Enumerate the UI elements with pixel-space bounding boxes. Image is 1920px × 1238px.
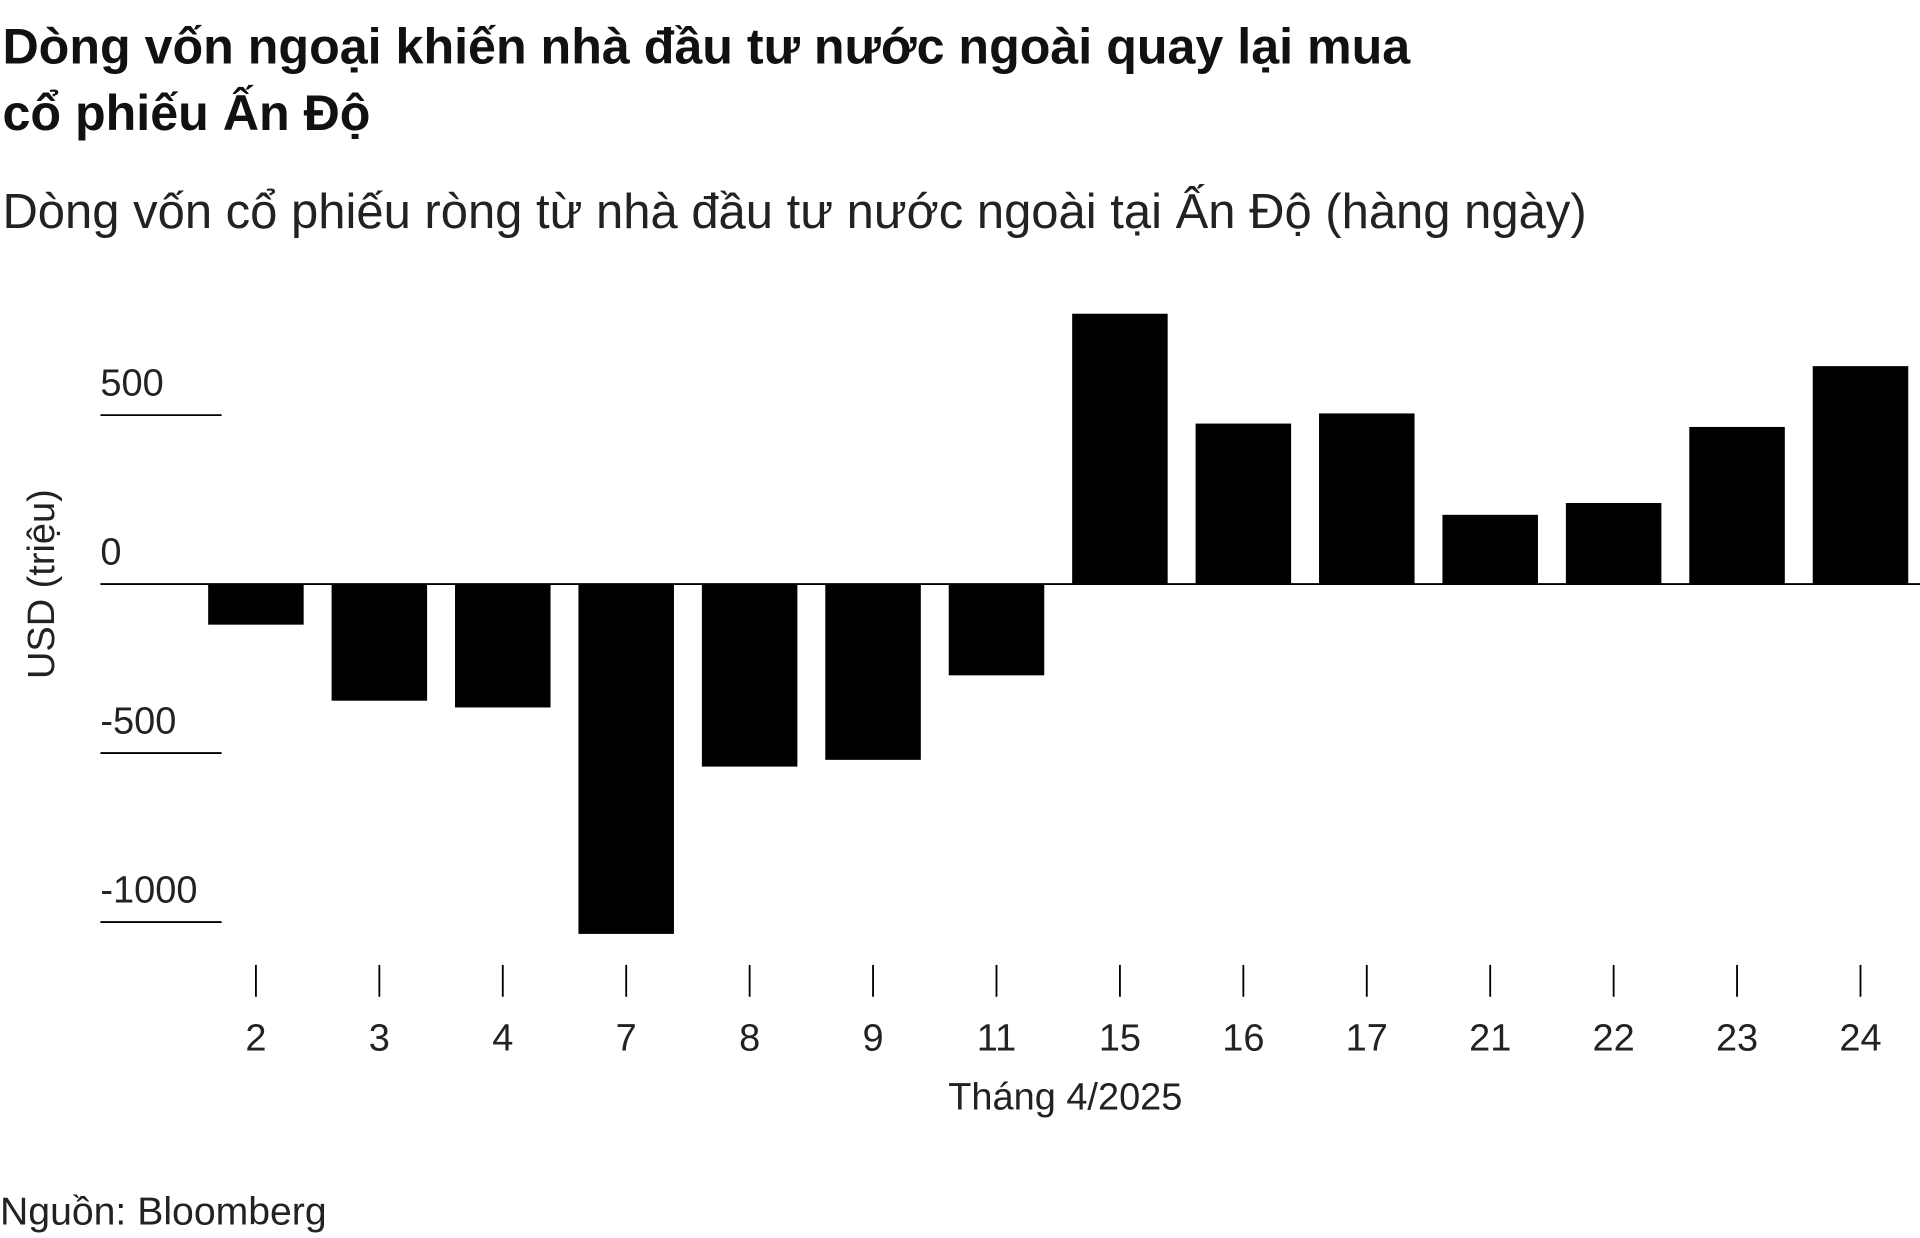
x-tick-label: 2 bbox=[245, 1018, 266, 1060]
y-tick-label: 0 bbox=[100, 532, 121, 574]
x-tick-label: 4 bbox=[492, 1018, 513, 1060]
title-line-1: Dòng vốn ngoại khiến nhà đầu tư nước ngo… bbox=[2, 19, 1411, 75]
x-tick-label: 8 bbox=[739, 1018, 760, 1060]
bar-17 bbox=[1319, 413, 1415, 585]
x-tick-label: 24 bbox=[1839, 1018, 1881, 1060]
bar-23 bbox=[1689, 426, 1785, 585]
bar-15 bbox=[1072, 313, 1168, 585]
x-tick-label: 3 bbox=[369, 1018, 390, 1060]
source-note: Nguồn: Bloomberg bbox=[0, 1191, 327, 1234]
x-axis: 2 3 4 7 8 9 11 15 16 17 21 22 23 24 bbox=[245, 964, 1882, 1060]
x-tick-label: 9 bbox=[863, 1018, 884, 1060]
x-tick-label: 22 bbox=[1593, 1018, 1635, 1060]
x-tick-label: 16 bbox=[1222, 1018, 1264, 1060]
x-tick-label: 7 bbox=[616, 1018, 637, 1060]
x-tick-label: 23 bbox=[1716, 1018, 1758, 1060]
bar-3 bbox=[331, 584, 428, 701]
bar-16 bbox=[1195, 423, 1292, 585]
bar-22 bbox=[1565, 502, 1662, 585]
y-tick-label: 500 bbox=[100, 363, 163, 405]
bar-7 bbox=[578, 584, 674, 934]
bar-4 bbox=[455, 584, 551, 708]
subtitle: Dòng vốn cổ phiếu ròng từ nhà đầu tư nướ… bbox=[2, 185, 1586, 239]
bar-11 bbox=[948, 584, 1045, 676]
bar-2 bbox=[208, 584, 304, 625]
bar-24 bbox=[1812, 366, 1909, 585]
bar-21 bbox=[1442, 514, 1538, 585]
y-axis: 500 0 -500 -1000 bbox=[100, 363, 222, 923]
bar-9 bbox=[825, 584, 921, 760]
x-tick-label: 11 bbox=[977, 1018, 1016, 1060]
bars bbox=[208, 313, 1909, 934]
x-tick-label: 21 bbox=[1469, 1018, 1511, 1060]
bar-8 bbox=[701, 584, 798, 767]
y-tick-label: -1000 bbox=[100, 869, 197, 911]
x-tick-label: 15 bbox=[1099, 1018, 1141, 1060]
title-line-2: cổ phiếu Ấn Độ bbox=[2, 85, 370, 141]
x-tick-label: 17 bbox=[1346, 1018, 1388, 1060]
y-tick-label: -500 bbox=[100, 700, 176, 742]
y-axis-label: USD (triệu) bbox=[21, 489, 63, 679]
x-axis-label: Tháng 4/2025 bbox=[948, 1076, 1182, 1118]
